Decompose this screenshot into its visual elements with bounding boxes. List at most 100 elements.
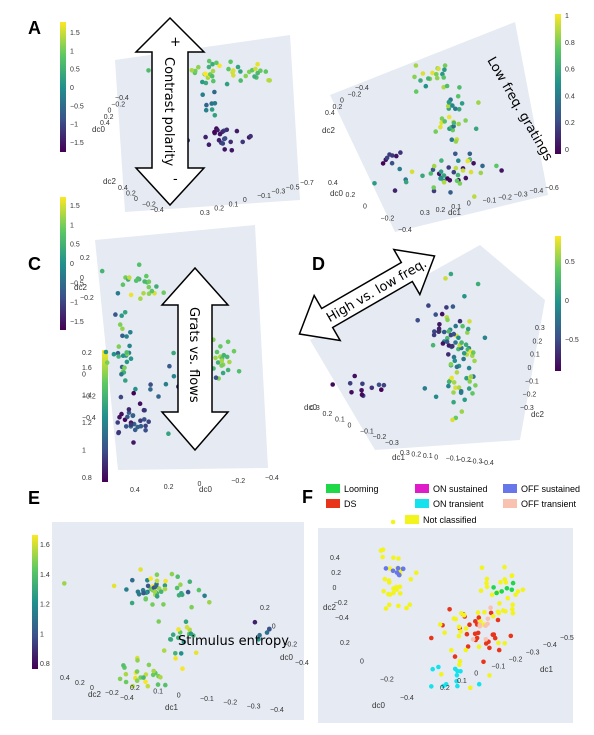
axis-tick-label: 0.2 [164, 484, 174, 491]
data-point [150, 672, 156, 678]
axis-tick-label: 0 [134, 196, 138, 203]
axis-tick-label: 0.2 [104, 114, 114, 121]
data-point [224, 81, 230, 87]
data-point [446, 379, 452, 385]
data-point [349, 390, 354, 395]
data-point [430, 342, 436, 348]
legend-swatch [326, 484, 340, 493]
data-point [120, 326, 125, 332]
axis-tick-label: −0.4 [400, 695, 414, 702]
panel-a-axis-dc0: dc0 [92, 125, 105, 134]
colorbar-tick-label: 0.5 [70, 67, 80, 74]
data-point [463, 626, 469, 631]
data-point [456, 385, 462, 390]
data-point [379, 387, 384, 393]
data-point [494, 163, 499, 169]
data-point [476, 615, 482, 620]
panel-a-axis-dc2: dc2 [103, 177, 116, 186]
axis-tick-label: 0.2 [533, 338, 543, 345]
axis-tick-label: 0.1 [229, 201, 239, 208]
axis-tick-label: −0.1 [200, 696, 214, 703]
data-point [496, 647, 502, 653]
data-point [206, 64, 212, 70]
data-point [222, 147, 227, 152]
axis-tick-label: 0 [348, 423, 352, 430]
data-point [121, 663, 126, 668]
data-point [492, 635, 498, 641]
panel-b: 10.80.60.40.20 0.40.20−0.2−0.40.3 0.2 0.1 0… [322, 13, 575, 234]
axis-tick-label: −0.2 [105, 690, 119, 697]
data-point [470, 637, 476, 642]
colorbar-tick-label: 1 [70, 48, 74, 55]
grats-vs-flows-arrow [160, 266, 230, 452]
data-point [231, 73, 236, 78]
data-point [475, 610, 481, 615]
data-point [163, 578, 168, 584]
data-point [450, 343, 455, 349]
data-point [476, 681, 482, 687]
panel-c-axis-ticks: 0.4 0.2 0 −0.2 −0.4 0.2 0 −0.2 0.2 0 −0.2 −0.4 [80, 255, 279, 494]
data-point [156, 619, 161, 624]
legend-label: OFF transient [521, 499, 577, 509]
data-point [445, 317, 450, 323]
data-point [123, 679, 129, 685]
data-point [387, 602, 392, 608]
data-point [240, 139, 245, 145]
data-point [129, 600, 135, 606]
axis-tick-label: −0.4 [115, 95, 129, 102]
axis-tick-label: 0.3 [535, 325, 545, 332]
data-point [217, 63, 222, 69]
data-point [449, 647, 454, 653]
data-point [482, 609, 487, 615]
data-point [463, 118, 468, 123]
axis-tick-label: −0.2 [457, 457, 471, 464]
data-point [442, 67, 447, 73]
colorbar-tick-label: 1.5 [70, 30, 80, 37]
data-point [465, 644, 471, 649]
data-point [128, 356, 134, 362]
colorbar-tick-label: 0 [70, 85, 74, 92]
colorbar-tick-label: 1 [70, 222, 74, 229]
data-point [446, 165, 452, 170]
data-point [209, 101, 214, 106]
data-point [151, 668, 156, 674]
data-point [426, 303, 431, 308]
data-point [122, 365, 127, 371]
data-point [120, 282, 126, 288]
axis-tick-label: −0.4 [355, 85, 369, 92]
axis-tick-label: −0.4 [82, 415, 96, 422]
data-point [203, 80, 209, 86]
data-point [457, 85, 462, 90]
data-point [431, 185, 437, 190]
data-point [179, 592, 185, 598]
data-point [471, 350, 476, 355]
data-point [263, 69, 269, 74]
axis-tick-label: −0.2 [334, 600, 348, 607]
data-point [200, 79, 205, 85]
data-point [203, 134, 208, 140]
data-point [418, 78, 423, 83]
data-point [200, 92, 205, 97]
panel-b-axis-dc1: dc1 [448, 208, 461, 217]
data-point [127, 343, 132, 349]
data-point [148, 387, 153, 392]
data-point [510, 602, 515, 607]
data-point [455, 683, 460, 689]
data-point [457, 181, 463, 186]
colorbar-tick-label: 0 [565, 298, 569, 305]
panel-c-points [99, 262, 242, 445]
panel-e-colorbar [32, 535, 38, 669]
axis-tick-label: −0.4 [270, 707, 284, 714]
data-point [461, 351, 467, 356]
data-point [467, 319, 472, 324]
data-point [450, 417, 455, 423]
data-point [460, 323, 465, 329]
data-point [502, 577, 508, 582]
panel-a-colorbar-ticks: 1.5 1 0.5 0 −0.5 −1 −1.5 [70, 30, 84, 147]
data-point [436, 326, 442, 332]
data-point [390, 153, 395, 158]
data-point [183, 619, 189, 624]
colorbar-tick-label: −0.5 [565, 337, 579, 344]
axis-tick-label: −0.2 [348, 91, 362, 98]
